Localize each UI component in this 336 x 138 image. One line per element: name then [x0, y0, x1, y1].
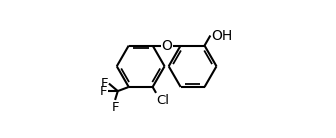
Text: Cl: Cl — [157, 94, 170, 107]
Text: F: F — [99, 85, 107, 98]
Text: OH: OH — [211, 29, 232, 43]
Text: O: O — [161, 39, 172, 53]
Text: F: F — [101, 77, 108, 90]
Text: F: F — [111, 101, 119, 114]
